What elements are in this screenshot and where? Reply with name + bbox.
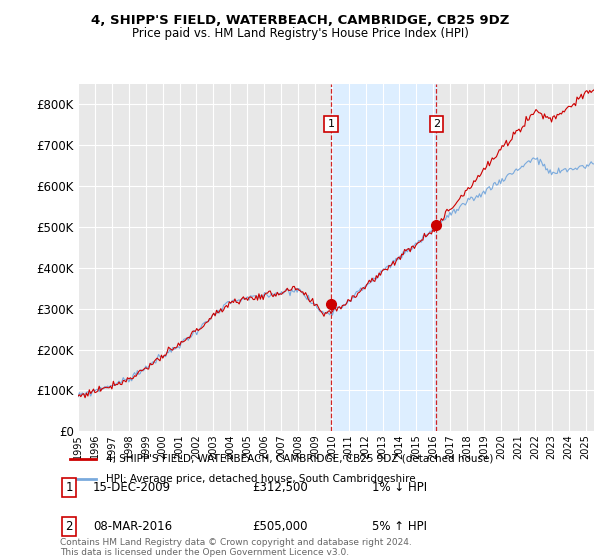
Text: 2: 2 bbox=[65, 520, 73, 533]
Text: 08-MAR-2016: 08-MAR-2016 bbox=[93, 520, 172, 533]
Text: Contains HM Land Registry data © Crown copyright and database right 2024.
This d: Contains HM Land Registry data © Crown c… bbox=[60, 538, 412, 557]
Text: Price paid vs. HM Land Registry's House Price Index (HPI): Price paid vs. HM Land Registry's House … bbox=[131, 27, 469, 40]
Text: HPI: Average price, detached house, South Cambridgeshire: HPI: Average price, detached house, Sout… bbox=[106, 474, 416, 484]
Text: 1: 1 bbox=[65, 480, 73, 494]
Text: £505,000: £505,000 bbox=[252, 520, 308, 533]
Text: 1: 1 bbox=[328, 119, 335, 129]
Text: 4, SHIPP'S FIELD, WATERBEACH, CAMBRIDGE, CB25 9DZ (detached house): 4, SHIPP'S FIELD, WATERBEACH, CAMBRIDGE,… bbox=[106, 454, 494, 464]
Text: 1% ↓ HPI: 1% ↓ HPI bbox=[372, 480, 427, 494]
Text: 4, SHIPP'S FIELD, WATERBEACH, CAMBRIDGE, CB25 9DZ: 4, SHIPP'S FIELD, WATERBEACH, CAMBRIDGE,… bbox=[91, 14, 509, 27]
Text: £312,500: £312,500 bbox=[252, 480, 308, 494]
Bar bbox=[331, 84, 436, 431]
Text: 2: 2 bbox=[433, 119, 440, 129]
Text: 5% ↑ HPI: 5% ↑ HPI bbox=[372, 520, 427, 533]
Text: 15-DEC-2009: 15-DEC-2009 bbox=[93, 480, 171, 494]
